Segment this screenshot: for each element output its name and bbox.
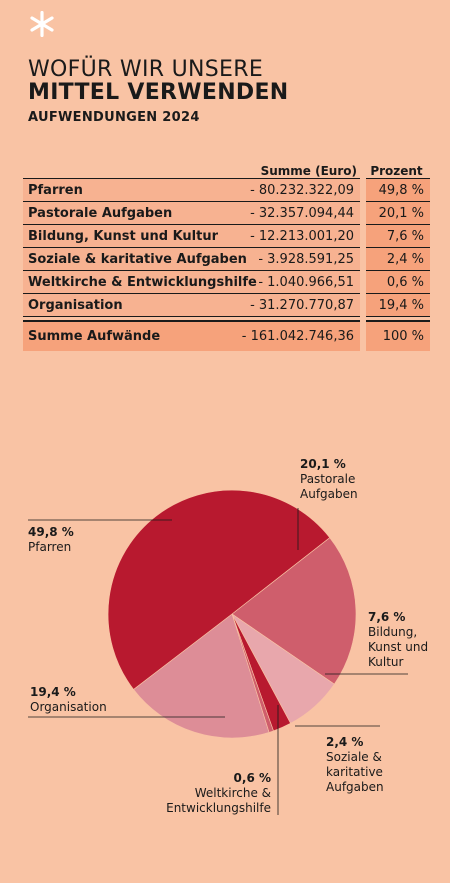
row-percent: 49,8 % xyxy=(360,178,430,202)
title-line-1: WOFÜR WIR UNSERE xyxy=(28,57,264,82)
row-label: Weltkirche & Entwicklungshilfe xyxy=(23,270,257,294)
row-amount: - 31.270.770,87 xyxy=(233,293,363,317)
slice-label-pastorale: 20,1 % Pastorale Aufgaben xyxy=(300,457,358,501)
row-amount: - 1.040.966,51 xyxy=(233,270,363,294)
slice-label-bildung: 7,6 % Bildung, Kunst und Kultur xyxy=(368,610,428,669)
header-label-cell xyxy=(23,158,233,179)
table-row: Pfarren - 80.232.322,09 49,8 % xyxy=(23,178,430,202)
row-percent: 0,6 % xyxy=(360,270,430,294)
row-amount: - 32.357.094,44 xyxy=(233,201,363,225)
row-percent: 7,6 % xyxy=(360,224,430,248)
slice-label-soziale: 2,4 % Soziale & karitative Aufgaben xyxy=(326,735,384,794)
total-percent: 100 % xyxy=(360,320,430,351)
table-row: Bildung, Kunst und Kultur - 12.213.001,2… xyxy=(23,224,430,248)
header-percent: Prozent xyxy=(370,164,423,178)
total-row: Summe Aufwände - 161.042.746,36 100 % xyxy=(23,320,430,351)
slice-label-pfarren: 49,8 % Pfarren xyxy=(28,525,74,554)
expenses-table: Summe (Euro) Prozent Pfarren - 80.232.32… xyxy=(23,158,430,351)
pie-slice-pfarren xyxy=(107,489,331,690)
header-amount: Summe (Euro) xyxy=(260,164,357,178)
row-percent: 2,4 % xyxy=(360,247,430,271)
table-row: Organisation - 31.270.770,87 19,4 % xyxy=(23,293,430,317)
slice-label-organisation: 19,4 % Organisation xyxy=(30,685,107,714)
row-label: Bildung, Kunst und Kultur xyxy=(23,224,233,248)
row-amount: - 12.213.001,20 xyxy=(233,224,363,248)
row-amount: - 3.928.591,25 xyxy=(233,247,363,271)
row-label: Organisation xyxy=(23,293,233,317)
pie-slice-pastorale xyxy=(231,537,357,685)
row-label: Soziale & karitative Aufgaben xyxy=(23,247,247,271)
total-amount: - 161.042.746,36 xyxy=(233,320,363,351)
row-amount: - 80.232.322,09 xyxy=(233,178,363,202)
row-percent: 20,1 % xyxy=(360,201,430,225)
row-label: Pfarren xyxy=(23,178,233,202)
slice-label-weltkirche: 0,6 % Weltkirche & Entwicklungshilfe xyxy=(166,771,271,815)
subtitle: AUFWENDUNGEN 2024 xyxy=(28,110,200,125)
table-row: Soziale & karitative Aufgaben - 3.928.59… xyxy=(23,247,430,271)
pie-chart: 20,1 % Pastorale Aufgaben 7,6 % Bildung, Kuns… xyxy=(28,457,428,815)
total-label: Summe Aufwände xyxy=(23,320,233,351)
row-label: Pastorale Aufgaben xyxy=(23,201,233,225)
table-header-row: Summe (Euro) Prozent xyxy=(23,158,430,179)
pie-slice-organisation xyxy=(133,613,270,739)
row-percent: 19,4 % xyxy=(360,293,430,317)
spacer-row xyxy=(23,316,430,321)
asterisk-logo-icon xyxy=(30,11,54,37)
table-row: Pastorale Aufgaben - 32.357.094,44 20,1 … xyxy=(23,201,430,225)
table-row: Weltkirche & Entwicklungshilfe - 1.040.9… xyxy=(23,270,430,294)
title-line-2: MITTEL VERWENDEN xyxy=(28,80,289,105)
